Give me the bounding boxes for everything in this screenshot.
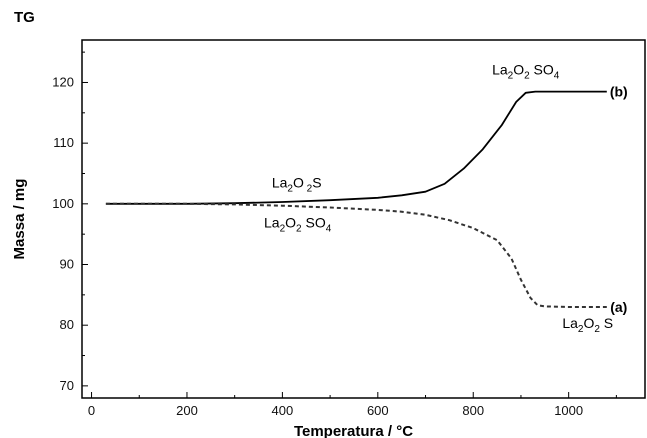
y-tick-label: 80	[60, 317, 74, 332]
annotations: La2O2 SO4 La2O 2S La2O2 SO4 La2O2 S (b) (a)	[264, 62, 628, 336]
series-label: (a)	[610, 299, 627, 315]
series-line-a	[105, 202, 607, 308]
formula-annotation: La2O 2S	[272, 174, 322, 194]
x-tick-label: 200	[176, 403, 198, 418]
plot-frame	[81, 39, 646, 399]
x-tick-label: 400	[272, 403, 294, 418]
y-tick-label: 100	[52, 196, 74, 211]
formula-annotation: La2O2 SO4	[492, 62, 560, 82]
formula-annotation: La2O2 S	[562, 315, 613, 335]
y-tick-label: 110	[53, 135, 74, 150]
x-axis: 0 200 400 600 800 1000	[88, 392, 617, 418]
y-tick-label: 120	[52, 74, 74, 89]
x-tick-label: 1000	[554, 403, 583, 418]
y-axis-title: Massa / mg	[11, 179, 28, 260]
formula-annotation: La2O2 SO4	[264, 214, 332, 234]
series-layer	[105, 90, 607, 308]
series-line-b	[105, 90, 607, 205]
y-axis: 70 80 90 100 110 120	[52, 51, 88, 393]
x-tick-label: 0	[88, 403, 95, 418]
y-tick-label: 70	[60, 378, 74, 393]
x-axis-title: Temperatura / °C	[294, 423, 413, 438]
chart-title: TG	[14, 9, 35, 26]
y-tick-label: 90	[60, 257, 74, 272]
x-tick-label: 600	[367, 403, 389, 418]
series-label: (b)	[610, 84, 628, 100]
x-tick-label: 800	[462, 403, 484, 418]
